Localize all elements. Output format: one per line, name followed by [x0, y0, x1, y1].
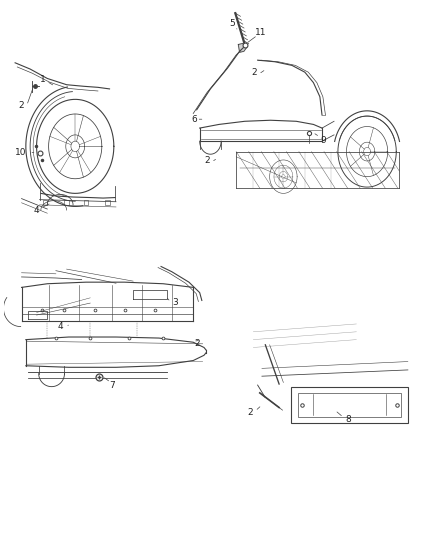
Text: 2: 2 — [194, 340, 199, 348]
Polygon shape — [238, 44, 247, 52]
Bar — [105, 200, 110, 205]
Bar — [64, 200, 69, 205]
Text: 2: 2 — [204, 157, 210, 165]
Text: 11: 11 — [255, 28, 267, 37]
Bar — [297, 393, 401, 417]
Text: 1: 1 — [40, 75, 46, 84]
Text: 3: 3 — [172, 297, 178, 306]
Text: 7: 7 — [110, 381, 116, 390]
Text: 5: 5 — [229, 19, 235, 28]
Bar — [43, 200, 47, 205]
Text: 8: 8 — [345, 415, 351, 424]
Text: 2: 2 — [251, 68, 257, 77]
Text: 2: 2 — [247, 408, 253, 417]
Text: 4: 4 — [34, 206, 39, 215]
Text: 2: 2 — [18, 101, 24, 110]
Bar — [84, 200, 88, 205]
Text: 4: 4 — [57, 322, 63, 331]
Text: 6: 6 — [192, 115, 198, 124]
Text: 9: 9 — [320, 135, 326, 144]
Text: 10: 10 — [15, 148, 26, 157]
